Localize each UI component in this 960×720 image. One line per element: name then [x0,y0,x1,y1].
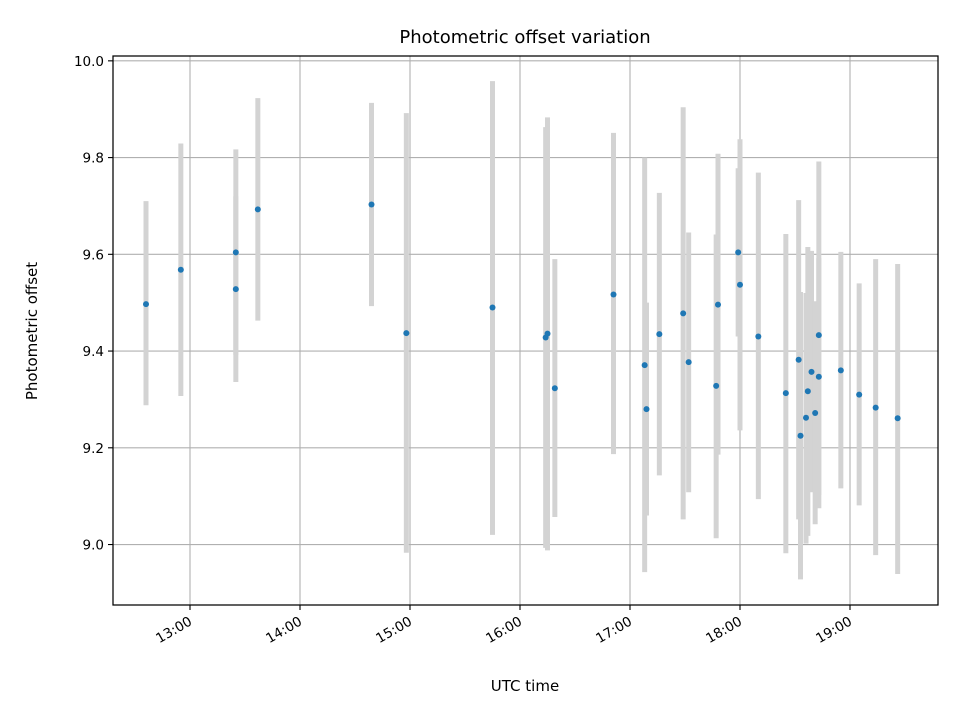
data-point [544,330,551,337]
data-point [894,415,901,422]
data-point [808,368,815,375]
y-tick-label: 9.2 [83,441,104,457]
data-points [143,201,901,439]
data-point [872,404,879,411]
data-point [815,332,822,339]
data-point [641,362,648,369]
data-point [715,301,721,308]
plot-frame [112,55,939,606]
data-point [815,373,822,380]
y-tick-label: 10.0 [74,54,104,70]
data-point [551,385,558,392]
data-point [610,291,617,298]
data-point [803,414,809,421]
data-point [643,406,650,413]
data-point [837,367,844,374]
data-point [403,330,410,337]
data-point [143,301,149,308]
data-point [755,333,762,340]
data-point [232,249,239,256]
y-tick-label: 9.4 [83,344,104,360]
data-point [737,281,743,288]
data-point [489,304,496,311]
y-axis: 9.0 9.2 9.4 9.6 9.8 10.0 [74,54,113,554]
data-point [713,382,720,389]
chart-title: Photometric offset variation [399,27,650,48]
data-point [232,286,239,293]
data-point [735,249,742,256]
data-point [177,266,184,273]
y-tick-label: 9.8 [83,151,104,167]
data-point [656,331,663,338]
data-point [685,359,692,366]
data-point [782,390,789,397]
x-axis-label: UTC time [491,677,559,695]
data-point [368,201,375,208]
data-point [254,206,261,213]
data-point [797,432,804,439]
y-axis-label: Photometric offset [23,262,41,400]
y-tick-label: 9.6 [83,247,104,263]
data-point [856,391,863,398]
y-tick-label: 9.0 [83,538,104,554]
data-point [795,356,802,363]
data-point [812,409,819,416]
data-point [680,310,687,317]
data-point [804,388,811,395]
